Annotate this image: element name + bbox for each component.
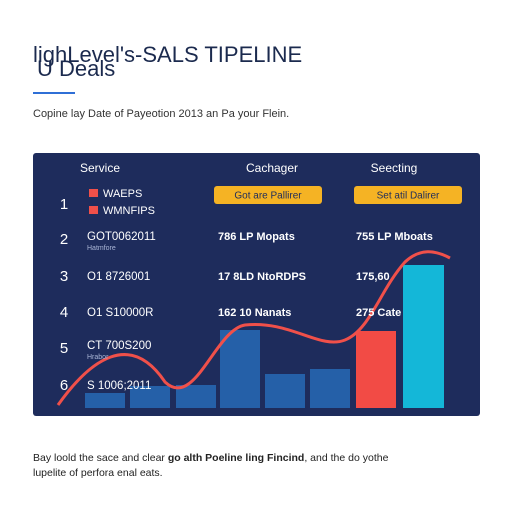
row-number: 3	[60, 268, 68, 285]
cell: O1 S10000R	[87, 307, 154, 319]
cell: 175,60	[356, 271, 390, 283]
legend-label: WAEPS	[103, 188, 142, 200]
bar	[220, 330, 260, 408]
footer-bold: go alth Poeline ling Fincind	[168, 452, 305, 464]
button-label: Got are Pallirer	[234, 191, 302, 202]
button[interactable]	[354, 186, 462, 204]
legend-swatch	[89, 189, 98, 197]
column-header: Service	[80, 161, 120, 175]
title: lighLevel's-SALS TIPELINE	[33, 42, 302, 67]
footer-line: Bay loold the sace and clear go alth Poe…	[33, 452, 389, 464]
bar	[265, 374, 305, 408]
cell: 17 8LD NtoRDPS	[218, 271, 306, 283]
cell: S 1006;2011	[87, 380, 151, 392]
legend-label: WMNFIPS	[103, 205, 155, 217]
bar	[403, 265, 444, 408]
cell: 786 LP Mopats	[218, 231, 295, 243]
subtitle: Copine lay Date of Payeotion 2013 an Pa …	[33, 108, 289, 120]
trend-line	[56, 250, 451, 406]
cell: 162 10 Nanats	[218, 307, 291, 319]
cell: CT 700S200	[87, 340, 151, 352]
bars	[85, 265, 444, 408]
cell-note: Hrabor	[87, 354, 109, 361]
bar	[356, 331, 396, 408]
cell: 755 LP Mboats	[356, 231, 433, 243]
bar	[130, 386, 170, 408]
row-number: 5	[60, 340, 68, 357]
button-label: Set atil Dalirer	[377, 191, 440, 202]
button[interactable]	[214, 186, 322, 204]
cell: 275 Cate	[356, 307, 401, 319]
bar	[310, 369, 350, 408]
legend-swatch	[89, 206, 98, 214]
footer-text: Bay loold the sace and clear	[33, 452, 168, 464]
row-number: 2	[60, 231, 68, 248]
title-second: U Deals	[37, 56, 115, 81]
footer-text: , and the do yothe	[304, 452, 388, 464]
row-number: 1	[60, 196, 68, 213]
cell: GOT0062011	[87, 231, 156, 243]
column-header: Cachager	[246, 161, 298, 175]
cell: O1 8726001	[87, 271, 150, 283]
bar	[85, 393, 125, 408]
row-number: 4	[60, 304, 68, 321]
bar	[176, 385, 216, 408]
row-number: 6	[60, 377, 68, 394]
column-header: Seecting	[371, 161, 418, 175]
footer-line: lupelite of perfora enal eats.	[33, 467, 163, 479]
cell-note: Hatmfore	[87, 245, 116, 252]
